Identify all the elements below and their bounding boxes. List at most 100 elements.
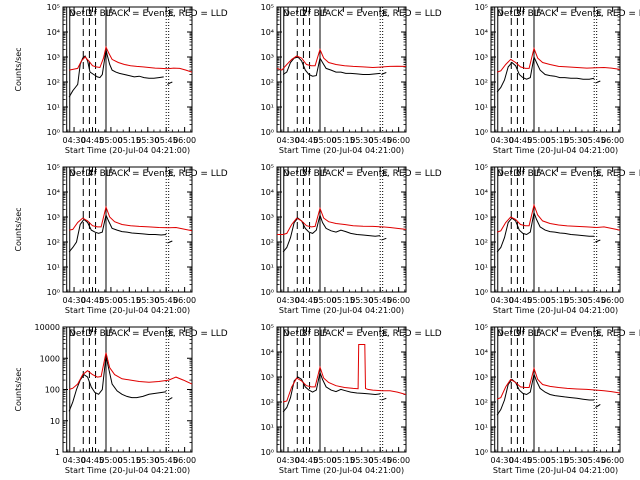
x-axis-label: Start Time (20-Jul-04 04:21:00) [493,146,618,155]
x-tick-label: 05:45 [583,456,606,465]
y-tick-label: 10⁵ [475,163,488,172]
x-tick-label: 05:00 [527,136,550,145]
marker-label: E [596,169,602,179]
x-tick-label: 05:00 [99,296,122,305]
x-tick-label: 04:30 [491,136,514,145]
marker-label: D [85,169,92,179]
x-tick-label: 05:00 [99,456,122,465]
series-line-events-tail [381,397,387,401]
marker-label: N [497,329,504,339]
plot-frame [62,6,193,133]
y-tick-label: 10⁵ [47,3,60,12]
x-tick-label: 05:15 [332,296,355,305]
x-tick-label: 06:00 [173,456,196,465]
panel-title: Det 9f BLACK = Events, RED = LLD [497,329,640,339]
y-tick-label: 10¹ [47,263,60,272]
chart-panel-1: 10⁰10¹10²10³10⁴10⁵04:3004:4505:0005:1505… [14,3,228,155]
x-tick-label: 05:15 [118,456,141,465]
x-tick-label: 05:30 [564,296,587,305]
y-tick-label: 10⁰ [475,128,488,137]
y-tick-label: 10 [50,417,60,426]
marker-label: E [382,9,388,19]
series-line-events [282,56,381,77]
y-tick-label: 10⁴ [475,348,488,357]
x-tick-label: 05:15 [546,296,569,305]
plot-frame [62,166,193,293]
marker-label: E [596,9,602,19]
series-line-lld [69,205,192,232]
series-line-events-tail [595,80,601,84]
marker-label: N [283,329,290,339]
y-tick-label: 10⁰ [47,288,60,297]
x-axis-label: Start Time (20-Jul-04 04:21:00) [493,306,618,315]
series-line-events [496,210,595,253]
marker-label: D [85,9,92,19]
x-tick-label: 06:00 [387,456,410,465]
plot-frame [490,166,621,293]
series-line-events-tail [167,81,173,85]
chart-panel-4: 10⁰10¹10²10³10⁴10⁵04:3004:4505:0005:1505… [14,163,228,315]
marker-label: F [322,169,327,179]
y-tick-label: 10⁰ [47,128,60,137]
y-tick-label: 10² [261,398,274,407]
marker-label: N [497,169,504,179]
y-tick-label: 10¹ [47,103,60,112]
y-tick-label: 1000 [40,354,60,363]
x-axis-label: Start Time (20-Jul-04 04:21:00) [279,146,404,155]
marker-label: E [168,9,174,19]
x-tick-label: 05:45 [155,136,178,145]
x-tick-label: 05:30 [350,296,373,305]
marker-label: F [536,9,541,19]
y-tick-label: 10⁰ [261,288,274,297]
y-tick-label: 10¹ [261,423,274,432]
x-tick-label: 06:00 [601,296,624,305]
y-tick-label: 10⁴ [261,28,274,37]
plot-frame [276,6,407,133]
marker-label: F [108,169,113,179]
marker-label: D [299,9,306,19]
x-axis-label: Start Time (20-Jul-04 04:21:00) [65,306,190,315]
y-tick-label: 10⁵ [261,3,274,12]
series-line-lld [69,45,192,73]
y-tick-label: 1 [55,448,60,457]
y-tick-label: 10² [47,78,60,87]
marker-label: D [513,9,520,19]
plot-frame [276,326,407,453]
chart-panel-2: 10⁰10¹10²10³10⁴10⁵04:3004:4505:0005:1505… [261,3,442,155]
x-tick-label: 06:00 [601,136,624,145]
x-axis-label: Start Time (20-Jul-04 04:21:00) [279,466,404,475]
series-line-events [496,372,595,416]
x-axis-label: Start Time (20-Jul-04 04:21:00) [493,466,618,475]
y-tick-label: 10⁴ [261,348,274,357]
series-line-lld [68,352,192,390]
x-tick-label: 06:00 [387,136,410,145]
x-tick-label: 05:15 [546,136,569,145]
marker-label: F [322,9,327,19]
y-tick-label: 10³ [475,213,488,222]
y-tick-label: 10¹ [261,103,274,112]
y-tick-label: 10³ [261,373,274,382]
x-tick-label: 04:30 [491,456,514,465]
marker-label: D [513,329,520,339]
y-tick-label: 10¹ [475,103,488,112]
x-tick-label: 05:30 [350,136,373,145]
series-line-events [68,213,167,253]
x-tick-label: 05:45 [369,456,392,465]
y-tick-label: 10⁵ [475,3,488,12]
y-tick-label: 10³ [47,53,60,62]
y-tick-label: 10⁵ [47,163,60,172]
x-tick-label: 04:30 [277,296,300,305]
y-tick-label: 10⁴ [47,28,60,37]
panel-title: Det 8f BLACK = Events, RED = LLD [283,329,442,339]
x-tick-label: 05:15 [118,296,141,305]
x-tick-label: 04:45 [509,296,532,305]
x-tick-label: 05:15 [332,456,355,465]
y-tick-label: 10⁰ [261,128,274,137]
chart-panel-7: 1 10 100 1000 10000 04:3004:4505:0005:1505:30… [14,323,228,475]
x-tick-label: 05:00 [99,136,122,145]
x-tick-label: 04:45 [295,136,318,145]
y-tick-label: 10⁴ [475,28,488,37]
x-tick-label: 04:30 [63,456,86,465]
series-line-events [496,55,595,93]
